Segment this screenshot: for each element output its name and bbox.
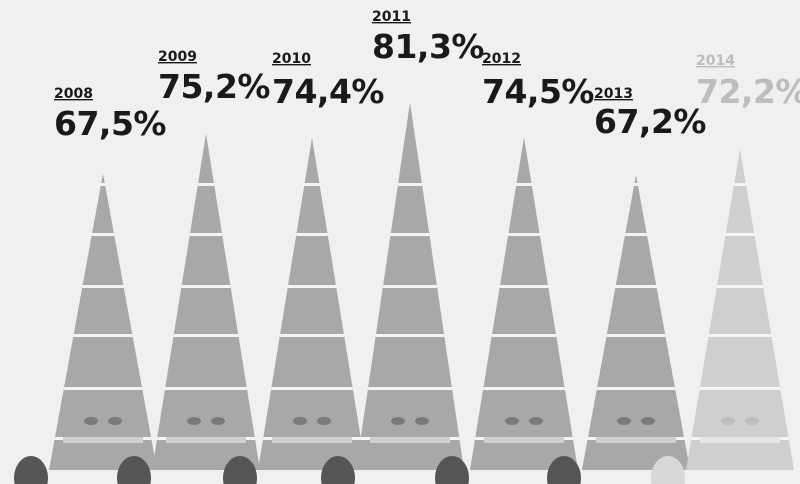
tick-label-2008: 2008: [54, 86, 93, 102]
hood-band: [356, 233, 464, 236]
data-label-2011: 81,3%: [372, 27, 484, 66]
hood-band: [152, 387, 260, 390]
tick-label-2014: 2014: [696, 53, 735, 69]
data-label-2008: 67,5%: [54, 104, 166, 143]
hood-eye-right: [211, 417, 225, 425]
hood-band: [49, 233, 157, 236]
bar-2008: [49, 173, 157, 470]
hood-band: [49, 334, 157, 337]
hood-band: [152, 285, 260, 288]
hood-eye-right: [317, 417, 331, 425]
data-label-2012: 74,5%: [482, 72, 594, 111]
hood-eye-left: [617, 417, 631, 425]
shoulder-left: [435, 456, 469, 484]
hood-eye-left: [84, 417, 98, 425]
hood-eye-right: [108, 417, 122, 425]
hood-eye-right: [745, 417, 759, 425]
hood-eye-left: [293, 417, 307, 425]
hood-band: [258, 183, 366, 186]
shoulder-left: [223, 456, 257, 484]
hood-band: [470, 183, 578, 186]
hood-band: [258, 233, 366, 236]
bar-2014: [686, 149, 794, 470]
data-label-2010: 74,4%: [272, 72, 384, 111]
hood-band: [582, 387, 690, 390]
hood-band: [356, 387, 464, 390]
shoulder-left: [14, 456, 48, 484]
hood-band: [152, 233, 260, 236]
hood-eye-right: [415, 417, 429, 425]
shoulder-left: [321, 456, 355, 484]
hood-band: [470, 233, 578, 236]
hood-band: [152, 334, 260, 337]
hood-band: [49, 285, 157, 288]
hood-collar: [700, 437, 780, 443]
hood-band: [686, 233, 794, 236]
hood-eye-left: [505, 417, 519, 425]
hood-band: [470, 285, 578, 288]
tick-label-2010: 2010: [272, 51, 311, 67]
hood-band: [582, 285, 690, 288]
hood-collar: [166, 437, 246, 443]
hood-band: [582, 233, 690, 236]
shoulder-left: [547, 456, 581, 484]
hood-eye-right: [641, 417, 655, 425]
bar-2013: [582, 175, 690, 470]
data-label-2014: 72,2%: [696, 72, 800, 111]
bar-2009: [152, 133, 260, 471]
data-label-2009: 75,2%: [158, 67, 270, 106]
hood-collar: [484, 437, 564, 443]
hood-collar: [63, 437, 143, 443]
tick-label-2011: 2011: [372, 9, 411, 25]
tick-label-2009: 2009: [158, 49, 197, 65]
hood-band: [470, 387, 578, 390]
shoulder-left: [651, 456, 685, 484]
hood-band: [356, 334, 464, 337]
data-label-2013: 67,2%: [594, 102, 706, 141]
hood-collar: [596, 437, 676, 443]
hood-band: [258, 285, 366, 288]
hood-band: [356, 183, 464, 186]
hood-eye-left: [391, 417, 405, 425]
tick-label-2013: 2013: [594, 86, 633, 102]
hood-band: [686, 285, 794, 288]
hood-band: [470, 334, 578, 337]
hood-band: [686, 387, 794, 390]
hood-band: [152, 183, 260, 186]
hood-band: [686, 334, 794, 337]
hood-band: [582, 183, 690, 186]
hood-eye-right: [529, 417, 543, 425]
tick-label-2012: 2012: [482, 51, 521, 67]
hood-collar: [370, 437, 450, 443]
hood-band: [258, 387, 366, 390]
hood-band: [258, 334, 366, 337]
hood-band: [356, 285, 464, 288]
bar-2010: [258, 137, 366, 471]
hood-band: [49, 183, 157, 186]
hood-band: [582, 334, 690, 337]
hood-eye-left: [187, 417, 201, 425]
bar-2012: [470, 137, 578, 470]
shoulder-left: [117, 456, 151, 484]
hood-band: [49, 387, 157, 390]
hood-eye-left: [721, 417, 735, 425]
hood-collar: [272, 437, 352, 443]
hood-band: [686, 183, 794, 186]
